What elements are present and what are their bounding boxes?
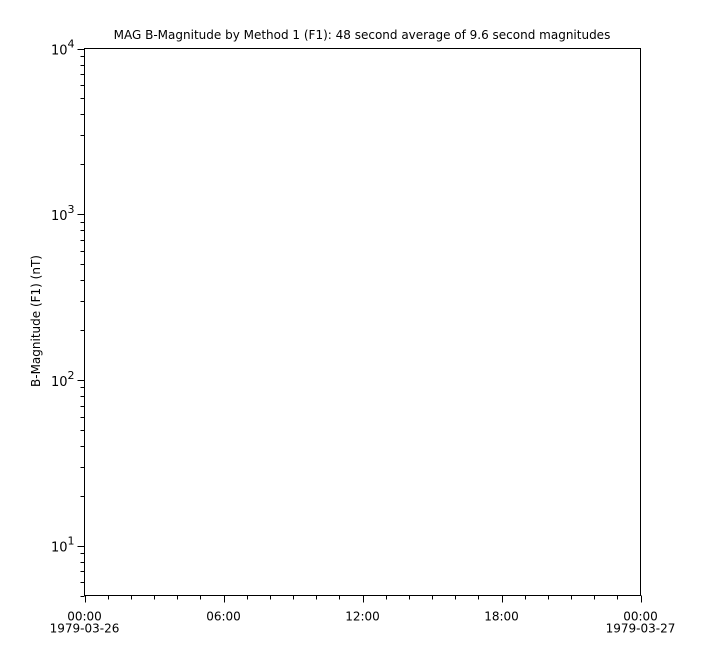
- chart-title: MAG B-Magnitude by Method 1 (F1): 48 sec…: [114, 28, 611, 42]
- y-tick-label: 104: [51, 38, 75, 59]
- x-tick-label: 12:00: [345, 610, 380, 624]
- y-tick-label: 102: [51, 369, 75, 390]
- x-tick-label: 18:00: [484, 610, 519, 624]
- y-tick-label: 103: [51, 203, 75, 224]
- x-tick-label: 00:00: [67, 610, 102, 624]
- plot-frame: [84, 48, 641, 596]
- y-tick-label: 101: [51, 535, 75, 556]
- x-tick-date: 1979-03-27: [606, 622, 676, 636]
- x-tick-label: 00:00: [623, 610, 658, 624]
- x-tick-label: 06:00: [206, 610, 241, 624]
- y-axis-label: B-Magnitude (F1) (nT): [29, 255, 43, 387]
- x-tick-date: 1979-03-26: [50, 622, 120, 636]
